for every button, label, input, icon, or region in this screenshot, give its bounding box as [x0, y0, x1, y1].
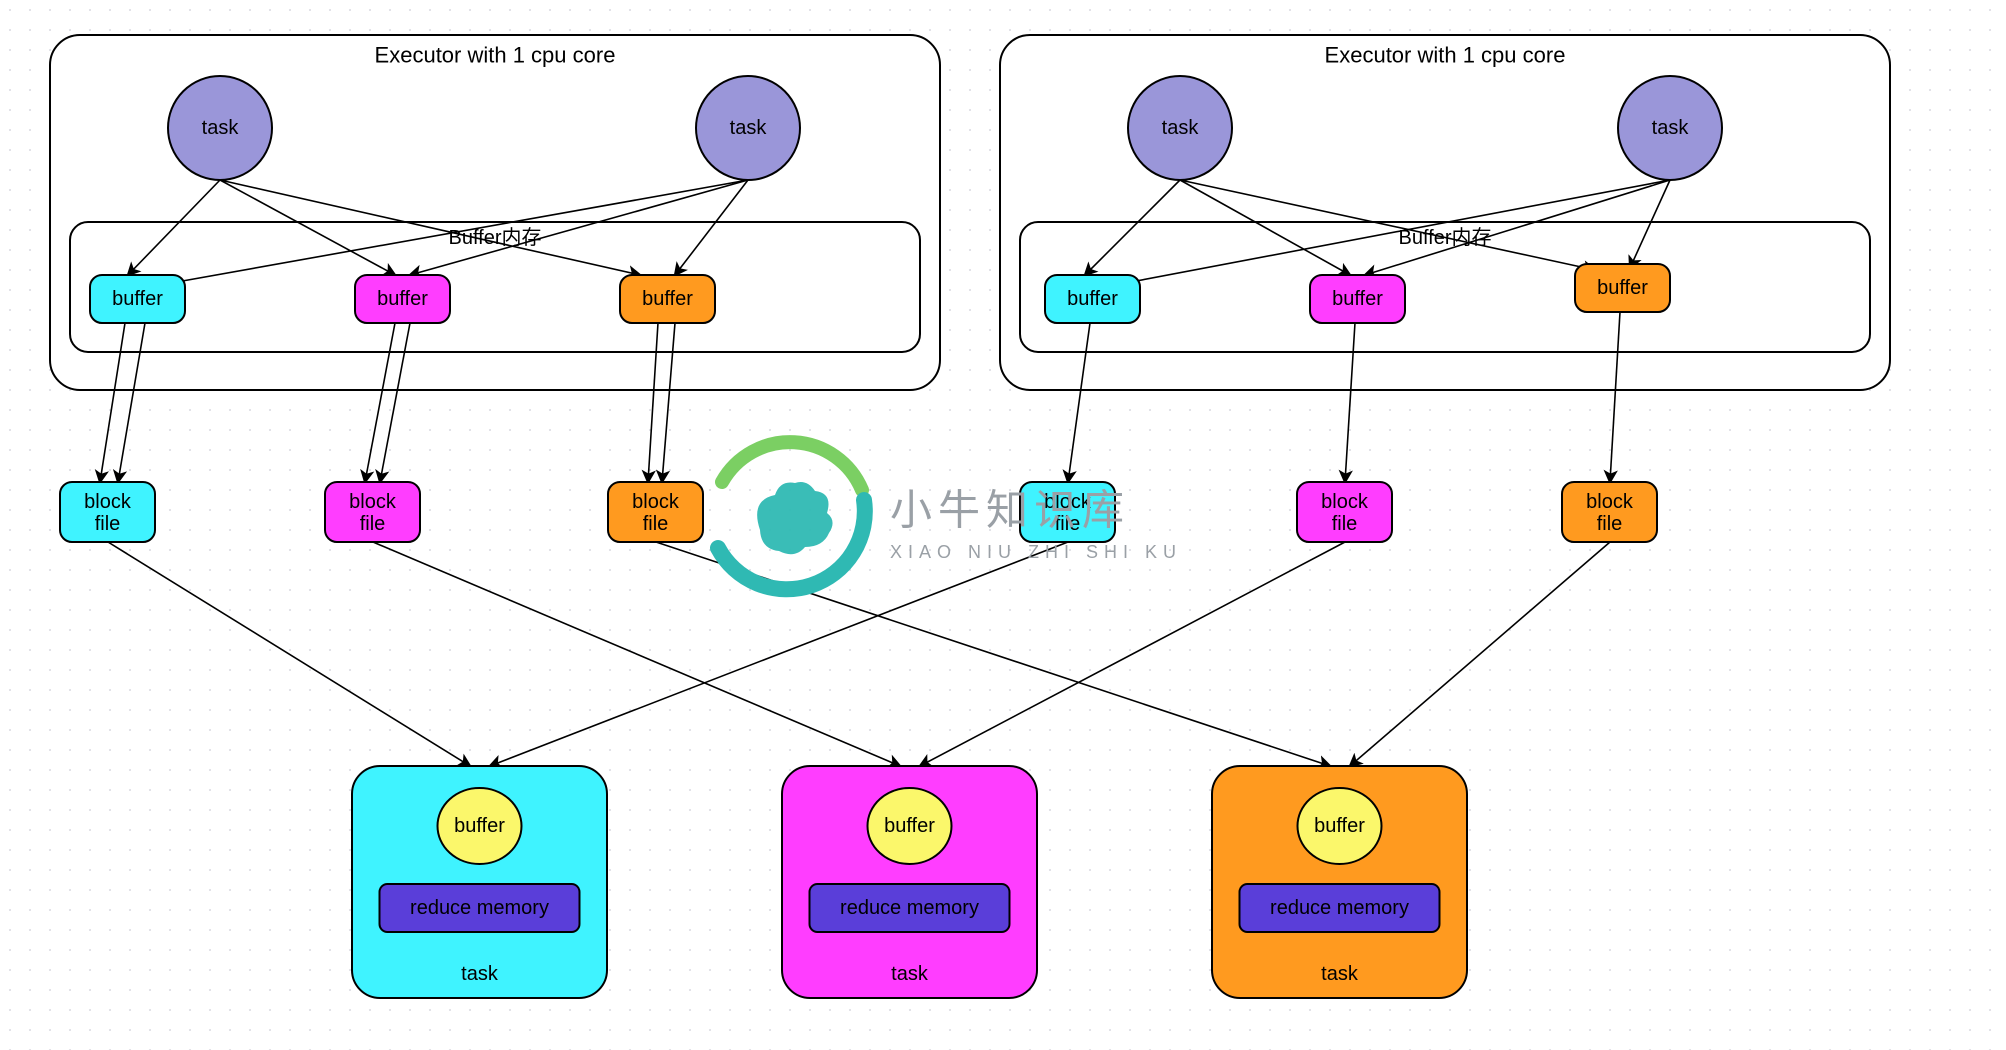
- edge: [920, 542, 1345, 766]
- buffer-label: buffer: [1597, 277, 1648, 299]
- block-file-label-line1: block: [1586, 491, 1634, 513]
- block-file-label-line2: file: [643, 513, 669, 535]
- block-file-label-line2: file: [95, 513, 121, 535]
- buffer-label: buffer: [1332, 288, 1383, 310]
- reduce-memory-label: reduce memory: [1270, 897, 1409, 919]
- reduce-buffer-label: buffer: [454, 815, 505, 837]
- buffer-container-title: Buffer内存: [449, 226, 542, 249]
- reduce-buffer-label: buffer: [884, 815, 935, 837]
- reduce-task-label: task: [891, 963, 929, 985]
- buffer-label: buffer: [642, 288, 693, 310]
- reduce-task-label: task: [1321, 963, 1359, 985]
- block-file-label-line1: block: [84, 491, 132, 513]
- task-label: task: [202, 117, 240, 139]
- reduce-memory-label: reduce memory: [840, 897, 979, 919]
- reduce-task-label: task: [461, 963, 499, 985]
- executor-title: Executor with 1 cpu core: [1325, 43, 1566, 68]
- edge: [490, 542, 1068, 766]
- watermark-title: 小牛知识库: [890, 487, 1130, 534]
- task-label: task: [730, 117, 768, 139]
- buffer-label: buffer: [112, 288, 163, 310]
- task-label: task: [1652, 117, 1690, 139]
- task-label: task: [1162, 117, 1200, 139]
- watermark-subtitle: XIAO NIU ZHI SHI KU: [890, 542, 1182, 562]
- buffer-label: buffer: [1067, 288, 1118, 310]
- block-file-label-line2: file: [1332, 513, 1358, 535]
- block-file-label-line2: file: [360, 513, 386, 535]
- executor-title: Executor with 1 cpu core: [375, 43, 616, 68]
- block-file-label-line1: block: [349, 491, 397, 513]
- block-file-label-line1: block: [1321, 491, 1369, 513]
- reduce-memory-label: reduce memory: [410, 897, 549, 919]
- edge: [1350, 542, 1610, 766]
- block-file-label-line1: block: [632, 491, 680, 513]
- buffer-label: buffer: [377, 288, 428, 310]
- watermark-bull-icon: [757, 482, 832, 554]
- diagram-canvas: Executor with 1 cpu core Executor with 1 …: [0, 0, 2006, 1050]
- reduce-buffer-label: buffer: [1314, 815, 1365, 837]
- block-file-label-line2: file: [1597, 513, 1623, 535]
- edge: [108, 542, 470, 766]
